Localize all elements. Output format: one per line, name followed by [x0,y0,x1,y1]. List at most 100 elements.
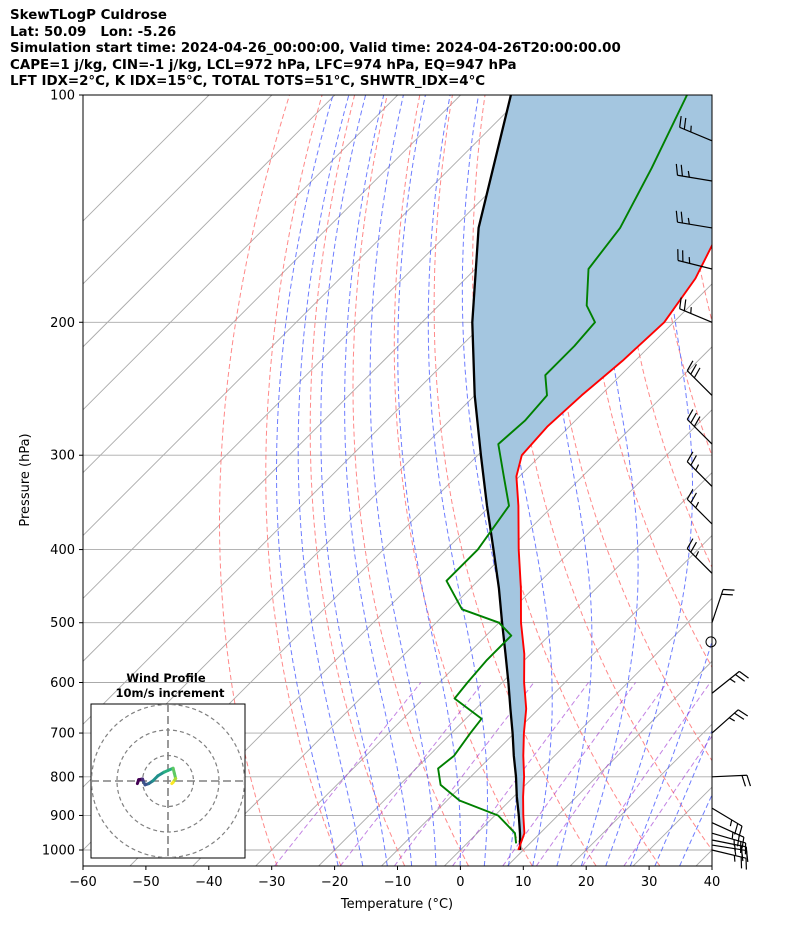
isotherm-line [569,723,712,866]
parcel-profile-line [471,95,522,851]
wind-barb [686,498,713,525]
x-tick-label: 0 [456,875,464,890]
wind-barb-feather [737,709,749,717]
x-tick-label: 20 [578,875,595,890]
mixing-ratio-line [502,682,637,866]
wind-barb-half-feather [687,217,690,225]
wind-barb-feather [693,416,701,427]
wind-barb-half-feather [728,717,735,722]
isotherm-line [444,597,712,866]
moist-adiabat [427,95,488,866]
title-line-4: CAPE=1 j/kg, CIN=-1 j/kg, LCL=972 hPa, L… [10,57,517,73]
wind-barb-feather [683,117,687,130]
moist-adiabat [679,793,712,866]
moist-adiabat [276,95,339,866]
isotherm-line [83,95,273,285]
wind-barb [711,849,747,859]
wind-barb [677,174,713,182]
isotherm-line [255,409,712,866]
wind-barb-feather [683,299,687,311]
x-tick-label: 10 [515,875,532,890]
wind-barb-feather [686,451,694,463]
wind-barb-feather [721,593,733,596]
moist-adiabat [629,640,712,866]
y-tick-label: 500 [50,616,75,631]
wind-barb-half-feather [687,170,690,178]
wind-barb-half-feather [729,678,736,683]
title-line-5: LFT IDX=2°C, K IDX=15°C, TOTAL TOTS=51°C… [10,74,486,90]
y-axis-label: Pressure (hPa) [18,433,33,526]
wind-barb [711,589,724,623]
x-axis-label: Temperature (°C) [340,897,453,912]
wind-barb [711,670,740,694]
hodograph-title: Wind Profile [126,671,206,685]
cape-shading [472,95,712,847]
wind-barb-feather [686,360,694,371]
wind-barb-feather [679,297,682,309]
wind-barb-half-feather [695,464,700,471]
y-tick-label: 400 [50,543,75,558]
wind-barb-calm [705,636,717,648]
dry-adiabat [309,95,406,866]
wind-barb-feather [741,775,747,787]
mixing-ratio-line [581,682,711,866]
wind-barb [677,259,713,270]
title-line-1: SkewTLogP Culdrose [10,8,167,23]
dry-adiabat [647,95,712,457]
moist-adiabat [369,95,437,866]
wind-barb [711,709,739,734]
dry-adiabat [746,95,794,866]
wind-barb [686,418,713,445]
y-tick-label: 200 [50,316,75,331]
wind-barb-feather [690,364,697,375]
wind-barb-feather [675,163,679,176]
isotherm-line [83,95,399,411]
wind-barb-feather [734,712,745,720]
moist-adiabat [580,95,639,866]
y-tick-label: 900 [50,809,75,824]
wind-barb [711,822,745,838]
y-tick-label: 300 [50,449,75,464]
wind-barb-feather [686,538,694,549]
wind-barb-feather [679,115,682,128]
dry-adiabat [580,95,712,669]
x-tick-label: −10 [384,875,411,890]
dry-adiabat [393,95,533,866]
wind-barb [711,807,743,827]
dry-adiabat [433,95,597,866]
x-tick-label: −20 [321,875,348,890]
wind-barb-feather [690,492,697,504]
wind-barb-feather [746,775,752,787]
dry-adiabat [352,95,469,866]
mixing-ratio-line [339,682,484,866]
title-line-2: Lat: 50.09 Lon: -5.26 [10,24,177,40]
y-tick-label: 700 [50,727,75,742]
wind-barb [686,461,713,487]
moist-adiabat [654,729,712,866]
wind-barb-feather [680,211,684,224]
y-tick-label: 100 [50,89,75,104]
wind-barb-feather [741,837,745,849]
wind-barb-feather [745,846,748,859]
wind-barb [679,126,713,142]
isotherm-line [381,534,712,866]
x-tick-label: −30 [258,875,285,890]
x-tick-label: −50 [132,875,159,890]
hodograph-subtitle: 10m/s increment [116,686,225,700]
hodograph: Wind Profile 10m/s increment [90,671,246,859]
isotherm-line [83,95,336,348]
moist-adiabat [461,95,519,866]
x-tick-label: 30 [641,875,658,890]
dry-adiabat [265,95,342,866]
y-tick-label: 800 [50,770,75,785]
wind-barb-feather [675,210,679,223]
moist-adiabat [397,95,461,866]
hodograph-segment [162,766,175,774]
dry-adiabat [778,95,794,866]
wind-barb-half-feather [729,819,733,827]
wind-barb-half-feather [695,501,700,508]
isotherm-line [506,660,712,866]
wind-barb-half-feather [695,551,700,558]
wind-barb-half-feather [731,832,734,839]
wind-barb-feather [723,588,735,591]
